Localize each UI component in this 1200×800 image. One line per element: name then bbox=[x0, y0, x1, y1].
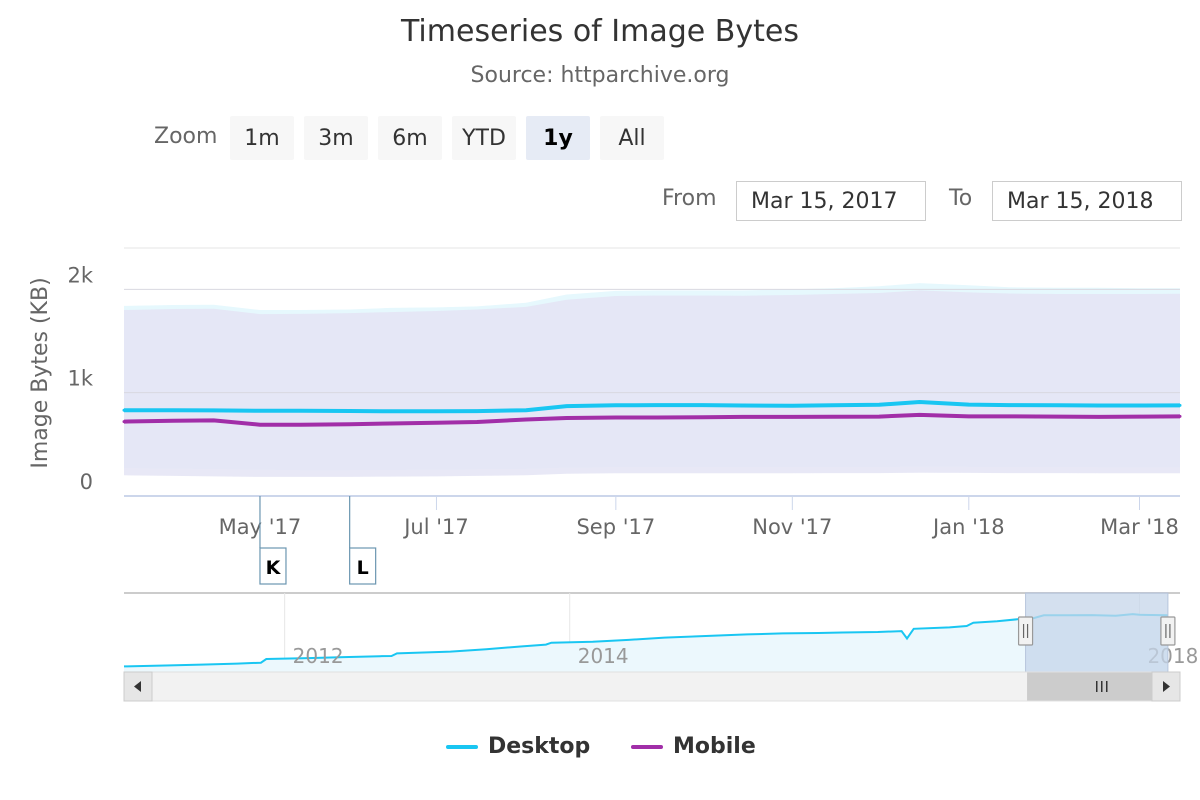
legend-item-mobile[interactable]: Mobile bbox=[631, 734, 756, 759]
data-point-desktop[interactable] bbox=[967, 403, 971, 407]
scrollbar-track[interactable] bbox=[123, 671, 1181, 702]
data-point-desktop[interactable] bbox=[475, 409, 479, 413]
data-point-desktop[interactable] bbox=[171, 408, 175, 412]
x-tick-label: Sep '17 bbox=[576, 515, 655, 539]
range-from-input[interactable] bbox=[736, 181, 926, 221]
data-point-desktop[interactable] bbox=[299, 409, 302, 413]
data-point-mobile[interactable] bbox=[1138, 415, 1141, 419]
data-point-desktop[interactable] bbox=[701, 403, 705, 407]
navigator-tick-label: 2014 bbox=[578, 644, 629, 668]
scroll-right-button[interactable] bbox=[1151, 671, 1181, 702]
y-tick-label: 0 bbox=[80, 470, 93, 494]
flag-marker[interactable] bbox=[349, 547, 377, 585]
navigator-handle-right[interactable] bbox=[1160, 616, 1176, 646]
range-from-label: From bbox=[662, 186, 717, 211]
data-point-desktop[interactable] bbox=[348, 409, 352, 413]
navigator-tick-label: 2012 bbox=[293, 644, 344, 668]
zoom-3m-button[interactable]: 3m bbox=[304, 116, 368, 160]
flag-label: K bbox=[266, 557, 282, 579]
x-tick-label: Jul '17 bbox=[402, 515, 469, 539]
data-point-mobile[interactable] bbox=[475, 420, 479, 424]
data-point-mobile[interactable] bbox=[435, 421, 438, 425]
chart-title: Timeseries of Image Bytes bbox=[401, 14, 799, 49]
y-tick-label: 1k bbox=[67, 367, 93, 391]
data-point-mobile[interactable] bbox=[831, 415, 835, 419]
data-point-mobile[interactable] bbox=[967, 414, 971, 418]
desktop-swatch bbox=[446, 744, 478, 749]
data-point-mobile[interactable] bbox=[741, 415, 745, 419]
navigator-area bbox=[124, 614, 1168, 672]
y-tick-label: 2k bbox=[67, 263, 93, 287]
chevron-left-icon bbox=[134, 681, 141, 692]
data-point-mobile[interactable] bbox=[877, 415, 881, 419]
x-tick-label: Mar '18 bbox=[1100, 515, 1179, 539]
data-point-mobile[interactable] bbox=[565, 416, 569, 420]
data-point-desktop[interactable] bbox=[1178, 403, 1182, 407]
navigator-selection-mask[interactable] bbox=[1025, 593, 1168, 672]
data-point-mobile[interactable] bbox=[212, 418, 216, 422]
flag-marker[interactable] bbox=[259, 547, 287, 585]
data-point-mobile[interactable] bbox=[171, 419, 175, 423]
data-point-mobile[interactable] bbox=[524, 418, 528, 421]
zoom-1m-button[interactable]: 1m bbox=[230, 116, 294, 160]
x-tick-label: Jan '18 bbox=[931, 515, 1005, 539]
zoom-all-button[interactable]: All bbox=[600, 116, 664, 160]
navigator-handle-box[interactable] bbox=[1017, 616, 1034, 646]
navigator-handle-box[interactable] bbox=[1160, 616, 1176, 646]
zoom-1y-button[interactable]: 1y bbox=[526, 116, 590, 160]
navigator-handle-left[interactable] bbox=[1017, 616, 1034, 646]
data-point-desktop[interactable] bbox=[831, 403, 835, 407]
data-point-mobile[interactable] bbox=[1178, 414, 1182, 418]
data-point-mobile[interactable] bbox=[614, 416, 618, 419]
zoom-ytd-button[interactable]: YTD bbox=[452, 116, 516, 160]
x-tick-label: Nov '17 bbox=[752, 515, 832, 539]
data-point-mobile[interactable] bbox=[701, 415, 705, 419]
data-point-desktop[interactable] bbox=[1097, 404, 1101, 407]
data-point-mobile[interactable] bbox=[1057, 415, 1060, 419]
data-point-desktop[interactable] bbox=[122, 408, 126, 412]
data-point-mobile[interactable] bbox=[122, 420, 126, 424]
chevron-right-icon bbox=[1163, 681, 1170, 692]
y-axis-title: Image Bytes (KB) bbox=[28, 277, 53, 468]
data-point-desktop[interactable] bbox=[614, 403, 618, 407]
zoom-label: Zoom bbox=[154, 124, 218, 149]
data-point-desktop[interactable] bbox=[741, 404, 745, 407]
range-band-mobile bbox=[124, 290, 1180, 477]
data-point-mobile[interactable] bbox=[1097, 415, 1101, 419]
data-point-desktop[interactable] bbox=[877, 403, 881, 407]
chart-subtitle: Source: httparchive.org bbox=[470, 63, 730, 88]
data-point-mobile[interactable] bbox=[790, 415, 794, 419]
data-point-desktop[interactable] bbox=[524, 408, 528, 412]
data-point-desktop[interactable] bbox=[212, 408, 216, 412]
data-point-desktop[interactable] bbox=[565, 404, 569, 408]
flag-label: L bbox=[357, 557, 369, 579]
data-point-mobile[interactable] bbox=[348, 422, 352, 426]
data-point-desktop[interactable] bbox=[1007, 403, 1011, 407]
range-to-label: To bbox=[949, 186, 973, 211]
legend-label-mobile: Mobile bbox=[673, 734, 756, 759]
data-point-mobile[interactable] bbox=[918, 413, 922, 417]
zoom-6m-button[interactable]: 6m bbox=[378, 116, 442, 160]
legend-label-desktop: Desktop bbox=[488, 734, 591, 759]
data-point-mobile[interactable] bbox=[654, 416, 658, 419]
mobile-swatch bbox=[631, 744, 663, 749]
data-point-desktop[interactable] bbox=[654, 403, 658, 407]
data-point-mobile[interactable] bbox=[299, 423, 302, 427]
data-point-desktop[interactable] bbox=[1057, 403, 1060, 407]
data-point-mobile[interactable] bbox=[388, 422, 392, 425]
data-point-mobile[interactable] bbox=[1007, 414, 1011, 418]
data-point-mobile[interactable] bbox=[258, 423, 262, 427]
range-to-input[interactable] bbox=[992, 181, 1182, 221]
data-point-desktop[interactable] bbox=[918, 400, 922, 404]
data-point-desktop[interactable] bbox=[435, 409, 438, 413]
legend-item-desktop[interactable]: Desktop bbox=[446, 734, 590, 759]
data-point-desktop[interactable] bbox=[790, 404, 794, 408]
data-point-desktop[interactable] bbox=[258, 409, 262, 413]
data-point-desktop[interactable] bbox=[388, 409, 392, 413]
data-point-desktop[interactable] bbox=[1138, 404, 1141, 407]
scroll-left-button[interactable] bbox=[123, 671, 153, 702]
